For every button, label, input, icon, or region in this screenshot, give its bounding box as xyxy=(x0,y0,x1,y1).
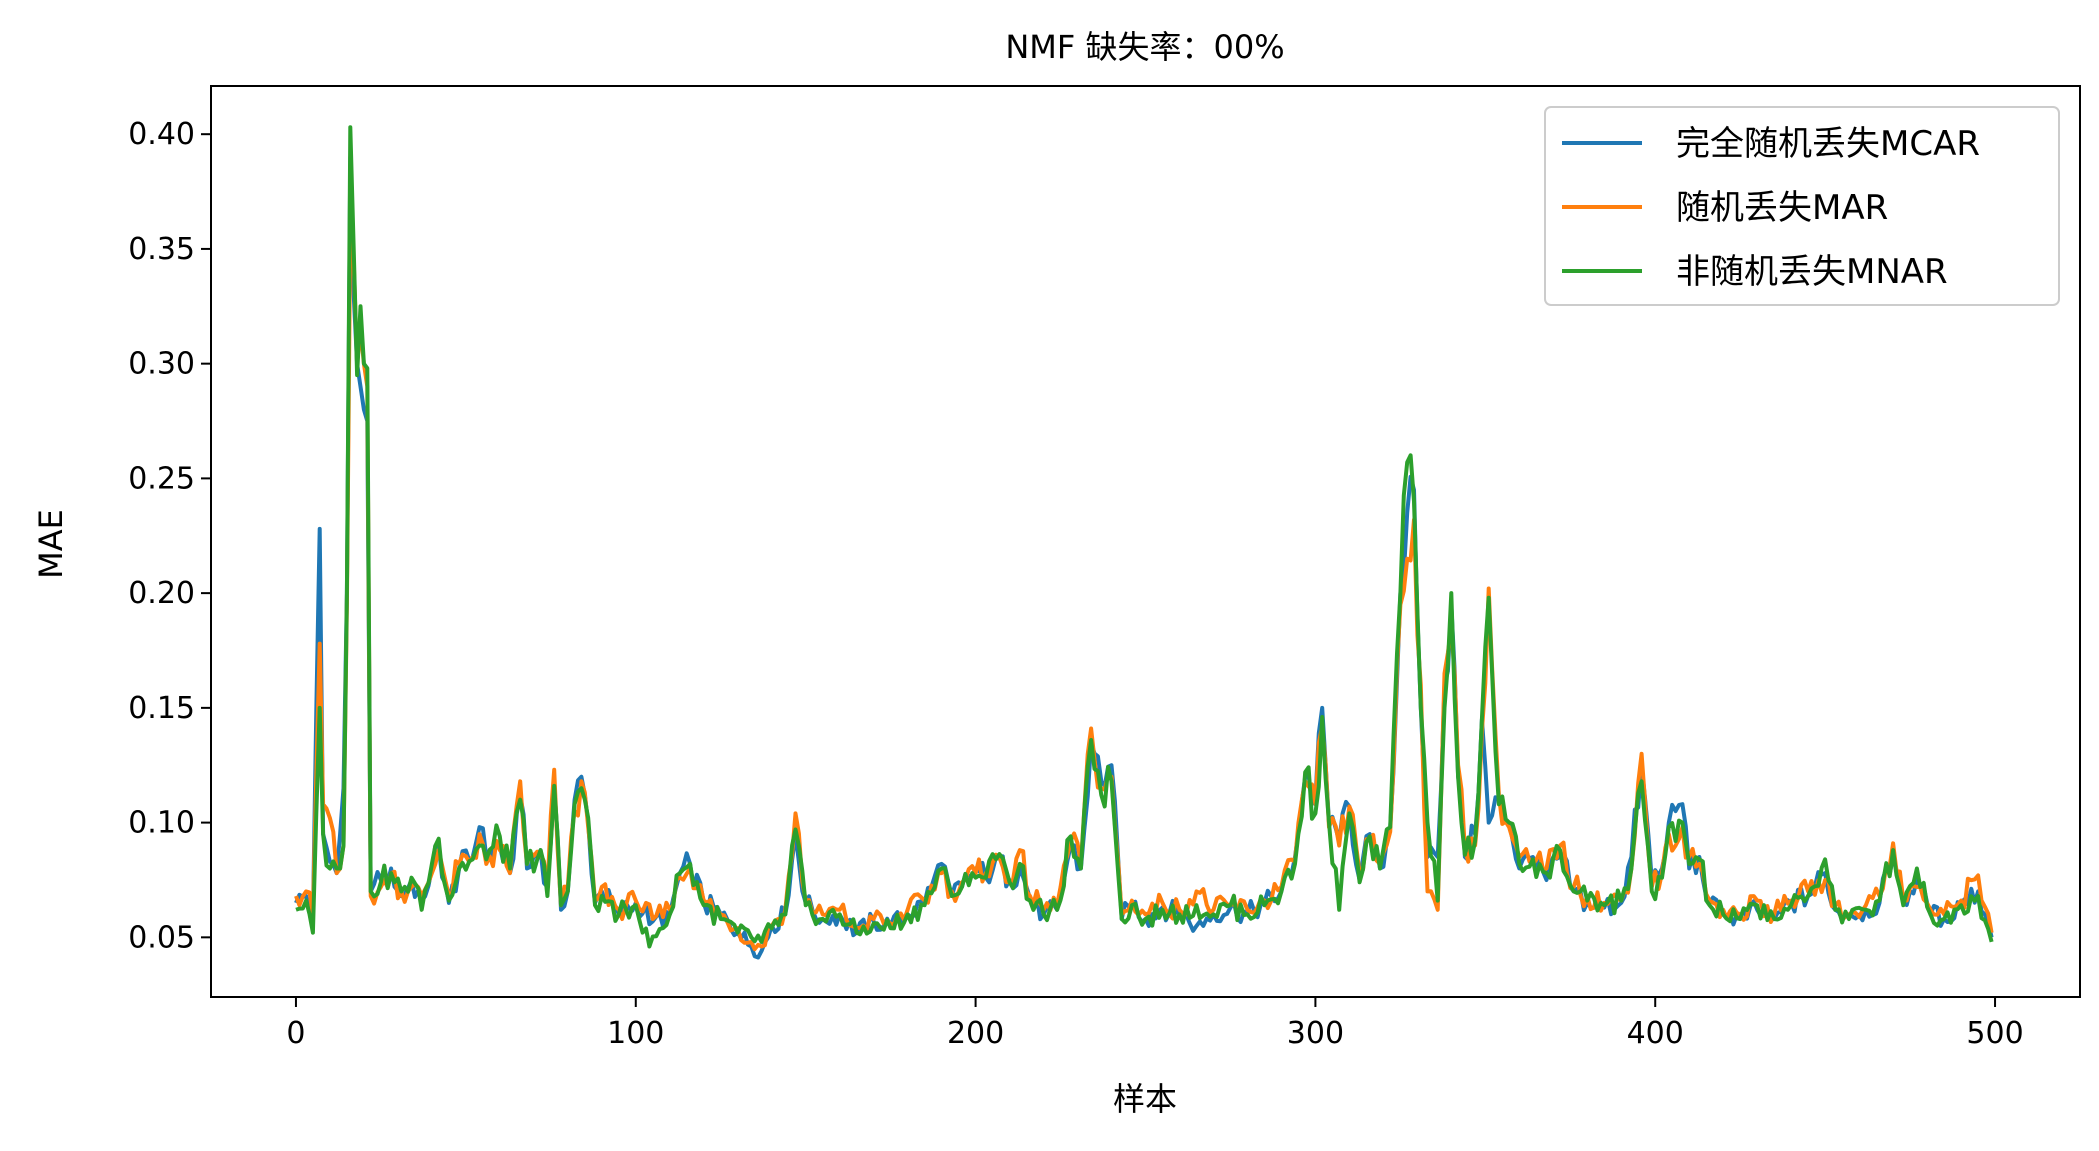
y-tick-label: 0.40 xyxy=(128,117,195,152)
x-tick-label: 0 xyxy=(286,1016,305,1051)
chart-title: NMF 缺失率：00% xyxy=(1005,28,1284,66)
y-axis-title: MAE xyxy=(32,509,70,579)
y-tick-label: 0.30 xyxy=(128,347,195,382)
x-tick-label: 300 xyxy=(1287,1016,1344,1051)
legend-label: 完全随机丢失MCAR xyxy=(1676,124,1980,164)
x-tick-label: 100 xyxy=(607,1016,664,1051)
legend-label: 非随机丢失MNAR xyxy=(1676,252,1948,292)
x-tick-label: 400 xyxy=(1627,1016,1684,1051)
x-tick-label: 500 xyxy=(1966,1016,2023,1051)
series-layer xyxy=(294,125,1994,960)
legend-box xyxy=(1544,106,2060,306)
y-tick-label: 0.10 xyxy=(128,806,195,841)
y-tick-label: 0.35 xyxy=(128,232,195,267)
y-tick-label: 0.05 xyxy=(128,920,195,955)
series-line-2 xyxy=(294,224,1994,952)
y-tick-label: 0.25 xyxy=(128,461,195,496)
axes-layer: 0 100 200 300 400 500 0.05 0.10 0.15 0.20 0.25 0.30… xyxy=(128,85,2081,1051)
x-axis-title: 样本 xyxy=(1113,1080,1177,1118)
plot-frame xyxy=(210,85,2081,998)
legend-label: 随机丢失MAR xyxy=(1676,188,1888,228)
y-tick-label: 0.20 xyxy=(128,576,195,611)
legend: 完全随机丢失MCAR 随机丢失MAR 非随机丢失MNAR xyxy=(1544,106,2060,306)
x-tick-label: 200 xyxy=(947,1016,1004,1051)
series-line-3 xyxy=(295,125,1994,949)
y-tick-label: 0.15 xyxy=(128,691,195,726)
